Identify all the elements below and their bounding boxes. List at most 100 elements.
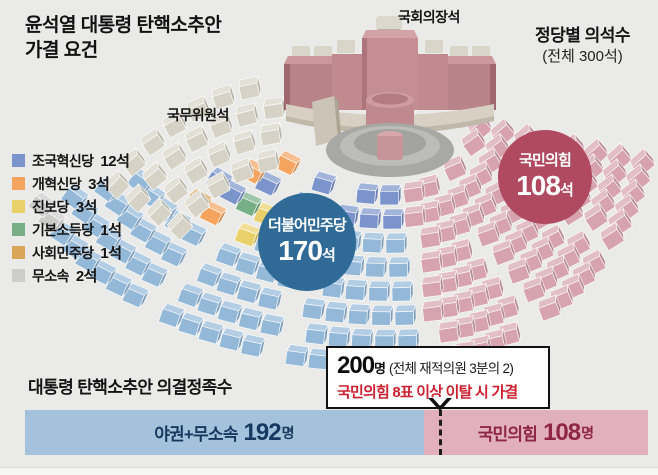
seat — [232, 129, 256, 156]
seat — [177, 282, 205, 308]
page-title: 윤석열 대통령 탄핵소추안 가결 요건 — [25, 13, 222, 64]
legend-swatch-icon — [12, 246, 25, 259]
seat — [327, 325, 352, 348]
seat — [238, 75, 262, 101]
block-right — [418, 54, 448, 110]
seat — [371, 304, 394, 326]
legend-item-0: 조국혁신당 12석 — [12, 149, 130, 172]
quorum-bar-ppp-segment: 국민의힘 108 명 — [423, 410, 648, 455]
seat — [438, 319, 461, 344]
legend-item-4: 사회민주당 1석 — [12, 241, 129, 264]
rostrum-illustration — [284, 16, 496, 177]
cabinet-seats-label: 국무위원석 — [167, 107, 229, 123]
seat — [211, 83, 235, 111]
podium-top-inner — [372, 93, 408, 105]
opposition-unit: 명 — [281, 424, 295, 441]
ppp-badge-unit: 석 — [559, 181, 574, 199]
seat — [461, 127, 487, 158]
seat — [199, 200, 228, 227]
quorum-bar: 야권+무소속 192 명 국민의힘 108 명 — [25, 410, 648, 455]
quorum-paren-note: (전체 재적의원 3분의 2) — [389, 361, 514, 376]
seat — [402, 179, 426, 204]
seat — [419, 224, 443, 249]
seat — [235, 279, 263, 304]
seat — [145, 196, 173, 227]
seat — [599, 221, 625, 252]
wing-right-shade — [490, 64, 496, 110]
party-legend: 조국혁신당 12석 개혁신당 3석 진보당 3석 기본소득당 1석 사회민주당 1석 무소속 2석 — [12, 149, 130, 287]
seat — [121, 282, 150, 309]
seat — [183, 155, 209, 185]
seat — [163, 174, 190, 205]
chair-icon — [472, 46, 490, 59]
seat — [234, 251, 262, 277]
seat — [235, 102, 259, 128]
seat — [205, 170, 231, 200]
legend-name: 조국혁신당 — [32, 152, 94, 169]
seat — [421, 274, 444, 298]
chair-icon — [425, 40, 443, 53]
seat — [304, 322, 329, 346]
seat — [324, 301, 349, 324]
seat — [394, 304, 417, 326]
legend-value: 3석 — [88, 176, 110, 193]
seat — [216, 299, 244, 325]
quorum-number-unit: 명 — [374, 361, 387, 376]
chair-icon — [337, 40, 355, 53]
cabinet-seats-layer — [103, 75, 286, 241]
seat — [361, 231, 385, 254]
wing-top — [444, 56, 496, 64]
speaker-seat-label: 국회의장석 — [398, 9, 460, 25]
seat — [310, 170, 338, 196]
legend-name: 진보당 — [32, 198, 69, 215]
seat — [365, 256, 388, 278]
seat — [368, 280, 391, 302]
seat — [237, 307, 264, 331]
quorum-number: 200 — [337, 352, 375, 379]
bottom-strip — [0, 467, 658, 475]
seats-by-party-line2: (전체 300석) — [542, 48, 623, 66]
chair-icon — [450, 46, 468, 59]
seat — [197, 320, 225, 345]
legend-item-3: 기본소득당 1석 — [12, 218, 129, 241]
seat — [347, 303, 371, 326]
seat — [397, 328, 420, 350]
seat — [388, 256, 411, 278]
seat — [254, 170, 283, 197]
seat — [256, 148, 280, 174]
seat — [186, 95, 210, 123]
seat — [240, 333, 266, 358]
callout-pointer-fill — [432, 397, 449, 406]
dem-badge-name: 더불어민주당 — [267, 217, 347, 235]
seat — [196, 291, 224, 317]
seat — [160, 241, 189, 268]
seat — [284, 344, 310, 367]
seat — [344, 278, 368, 301]
seat — [143, 229, 173, 256]
lectern — [312, 96, 338, 146]
legend-value: 12석 — [100, 153, 130, 170]
wing-right — [448, 64, 496, 110]
seat — [27, 191, 58, 218]
legend-name: 무소속 — [32, 267, 69, 284]
seat — [257, 286, 284, 311]
dem-badge-unit: 석 — [321, 246, 336, 264]
wing-top — [284, 56, 336, 64]
seat — [385, 232, 408, 254]
seats-by-party-title: 정당별 의석수 (전체 300석) — [510, 25, 655, 67]
legend-swatch-icon — [12, 177, 25, 190]
seat — [259, 313, 286, 337]
legend-swatch-icon — [12, 223, 25, 236]
seat — [124, 183, 152, 214]
opposition-label: 야권+무소속 — [154, 425, 238, 444]
opposition-number: 192 — [243, 418, 282, 446]
seat — [177, 311, 205, 337]
seat — [379, 184, 402, 206]
seat — [141, 161, 168, 191]
seat — [230, 157, 254, 185]
legend-value: 1석 — [100, 245, 122, 262]
seat — [537, 294, 561, 322]
seat — [218, 327, 245, 352]
seat — [184, 188, 211, 219]
